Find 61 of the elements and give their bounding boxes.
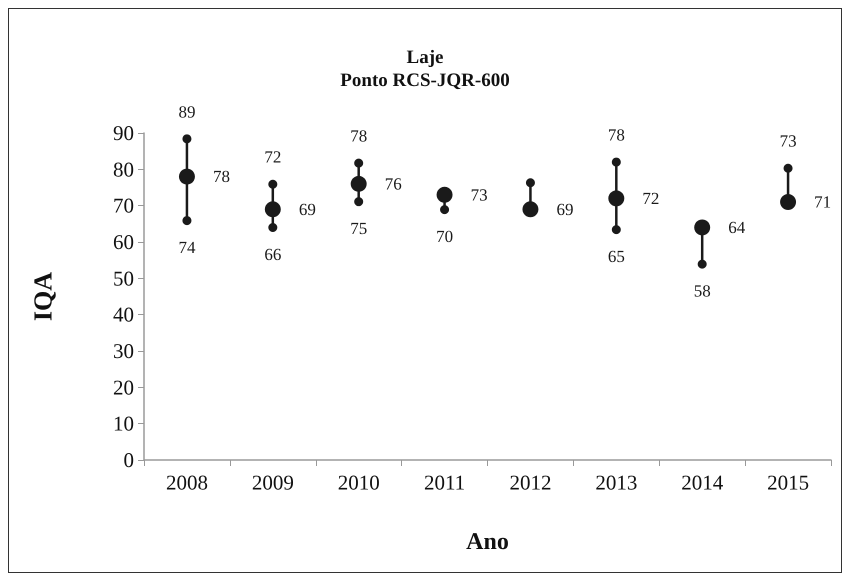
point — [612, 225, 621, 234]
point — [784, 164, 793, 173]
annotation: 89 — [178, 102, 196, 122]
x-tick-label: 2014 — [681, 470, 724, 494]
y-tick-label: 20 — [113, 375, 134, 400]
point — [440, 205, 450, 214]
point — [780, 194, 796, 210]
data-label: 72 — [642, 188, 660, 208]
data-label: 76 — [384, 174, 402, 194]
annotation: 66 — [264, 244, 282, 264]
point — [608, 190, 624, 206]
point — [522, 201, 538, 218]
point — [268, 222, 278, 232]
annotation: 72 — [264, 148, 282, 167]
point — [182, 216, 192, 226]
y-axis-title: IQA — [28, 272, 58, 322]
y-tick-label: 60 — [113, 230, 134, 254]
y-tick-label: 40 — [113, 302, 134, 327]
x-tick-label: 2015 — [767, 470, 810, 494]
y-tick-label: 70 — [113, 194, 134, 218]
point — [182, 134, 192, 144]
chart-title: Laje — [406, 47, 444, 68]
x-tick-label: 2008 — [166, 470, 208, 494]
data-label: 71 — [814, 192, 832, 212]
annotation: 75 — [350, 219, 368, 238]
point — [526, 178, 535, 188]
annotation: 73 — [780, 132, 797, 151]
x-tick-label: 2012 — [509, 470, 552, 494]
y-tick-label: 0 — [124, 448, 134, 472]
point — [268, 180, 278, 189]
point — [354, 158, 364, 168]
annotation: 65 — [608, 247, 625, 266]
data-label: 69 — [556, 200, 574, 219]
point — [436, 186, 453, 203]
y-tick-label: 80 — [113, 157, 134, 182]
x-tick-label: 2013 — [595, 470, 638, 494]
annotation: 78 — [608, 126, 625, 145]
x-tick-label: 2011 — [424, 470, 466, 494]
annotation: 78 — [350, 126, 368, 146]
y-tick-label: 10 — [113, 412, 134, 436]
y-tick-label: 50 — [113, 266, 134, 290]
x-tick-label: 2010 — [338, 470, 380, 494]
y-tick-label: 90 — [113, 121, 134, 145]
annotation: 70 — [436, 227, 454, 246]
annotation: 58 — [694, 282, 711, 301]
point — [178, 168, 195, 185]
data-label: 73 — [470, 185, 488, 204]
annotation: 74 — [178, 238, 196, 258]
point — [694, 219, 710, 236]
x-tick-label: 2009 — [252, 470, 294, 494]
point — [264, 201, 281, 218]
point — [698, 260, 707, 269]
point — [350, 176, 367, 192]
data-label: 64 — [728, 218, 746, 237]
data-label: 78 — [212, 167, 230, 186]
point — [612, 158, 621, 167]
x-axis-title: Ano — [466, 529, 509, 555]
y-tick-label: 30 — [113, 339, 134, 363]
chart-subtitle: Ponto RCS-JQR-600 — [340, 70, 510, 91]
data-label: 69 — [298, 200, 316, 219]
point — [354, 197, 364, 206]
